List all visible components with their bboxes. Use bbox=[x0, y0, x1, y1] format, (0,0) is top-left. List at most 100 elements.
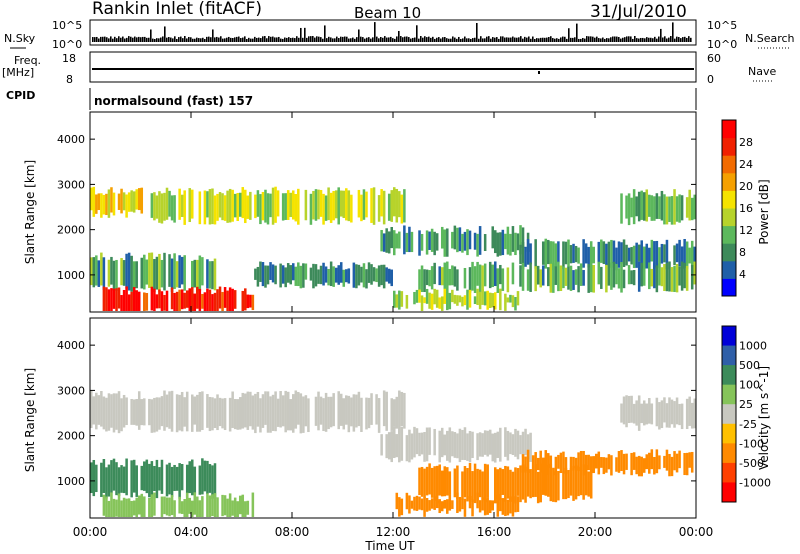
velocity-cell bbox=[297, 391, 300, 425]
noise-bar bbox=[434, 38, 436, 42]
velocity-cell bbox=[514, 496, 517, 513]
power-cell bbox=[453, 294, 457, 304]
noise-bar bbox=[674, 38, 676, 42]
velocity-cell bbox=[456, 492, 459, 514]
power-cell bbox=[524, 246, 527, 267]
power-cell bbox=[443, 229, 447, 257]
power-cell bbox=[362, 263, 366, 288]
power-cell bbox=[463, 295, 467, 306]
velocity-cell bbox=[302, 396, 305, 433]
noise-bar bbox=[216, 36, 218, 42]
velocity-cell bbox=[160, 496, 164, 517]
velocity-cell bbox=[526, 434, 530, 459]
velocity-cell bbox=[448, 494, 452, 511]
x-tick-label: 20:00 bbox=[578, 525, 613, 539]
velocity-cell bbox=[468, 463, 472, 500]
velocity-cell bbox=[463, 466, 467, 498]
noise-bar bbox=[252, 38, 254, 42]
power-cell bbox=[653, 241, 656, 269]
noise-bar bbox=[500, 36, 502, 42]
power-cell bbox=[191, 189, 194, 219]
power-cell bbox=[587, 263, 590, 293]
power-cell bbox=[259, 194, 262, 225]
noise-bar bbox=[468, 38, 470, 42]
velocity-cell bbox=[180, 501, 184, 514]
power-cell bbox=[322, 193, 325, 225]
power-cell bbox=[418, 230, 421, 256]
noise-bar bbox=[182, 38, 184, 42]
noise-bar bbox=[168, 37, 170, 42]
velocity-cell bbox=[259, 398, 262, 433]
colorbar-swatch bbox=[722, 404, 736, 425]
velocity-cell bbox=[393, 399, 396, 427]
velocity-cell bbox=[120, 398, 123, 432]
noise-bar bbox=[478, 38, 480, 42]
power-cell bbox=[433, 262, 436, 285]
velocity-cell bbox=[524, 428, 527, 456]
power-cell bbox=[178, 255, 181, 288]
power-cell bbox=[456, 269, 459, 291]
power-cell bbox=[206, 259, 209, 289]
power-cell bbox=[418, 269, 421, 292]
velocity-cell bbox=[410, 500, 414, 509]
power-cell bbox=[148, 252, 151, 288]
velocity-cell bbox=[97, 395, 101, 425]
velocity-cell bbox=[670, 456, 674, 477]
power-colorbar-tick: 20 bbox=[739, 180, 753, 193]
velocity-cell bbox=[148, 463, 151, 498]
noise-bar bbox=[364, 38, 366, 42]
velocity-cell bbox=[317, 391, 320, 431]
power-cell bbox=[519, 225, 522, 255]
velocity-cell bbox=[246, 500, 250, 515]
noise-bar bbox=[186, 38, 188, 42]
noise-bar bbox=[230, 37, 232, 42]
velocity-cell bbox=[655, 449, 659, 474]
power-cell bbox=[600, 266, 603, 289]
velocity-cell bbox=[415, 495, 419, 511]
power-cell bbox=[244, 189, 247, 224]
power-cell bbox=[102, 257, 106, 290]
velocity-cell bbox=[514, 467, 517, 504]
power-cell bbox=[605, 264, 608, 293]
velocity-cell bbox=[584, 454, 588, 472]
power-cell bbox=[438, 266, 441, 286]
power-cell bbox=[635, 196, 638, 217]
velocity-cell bbox=[332, 393, 335, 427]
velocity-cell bbox=[663, 397, 666, 423]
velocity-cell bbox=[632, 403, 636, 424]
noise-bar bbox=[204, 38, 206, 42]
power-cell bbox=[137, 188, 141, 211]
velocity-cell bbox=[544, 464, 548, 496]
noise-bar bbox=[164, 26, 166, 42]
power-cell bbox=[380, 189, 383, 217]
noise-bar bbox=[652, 38, 654, 42]
velocity-cell bbox=[446, 499, 449, 514]
velocity-colorbar-tick: 100 bbox=[739, 379, 760, 392]
power-cell bbox=[660, 267, 664, 287]
velocity-cell bbox=[110, 492, 113, 517]
freq-unit: [MHz] bbox=[2, 66, 34, 79]
power-cell bbox=[690, 197, 694, 221]
power-cell bbox=[526, 269, 530, 291]
velocity-cell bbox=[675, 397, 679, 425]
velocity-cell bbox=[468, 430, 472, 463]
power-cell bbox=[496, 232, 500, 257]
power-cell bbox=[160, 259, 164, 288]
velocity-cell bbox=[150, 461, 154, 499]
velocity-cell bbox=[92, 459, 96, 497]
velocity-cell bbox=[458, 428, 462, 463]
power-cell bbox=[289, 192, 292, 218]
velocity-cell bbox=[579, 450, 583, 471]
velocity-cell bbox=[511, 496, 515, 517]
velocity-cell bbox=[191, 500, 194, 517]
power-cell bbox=[519, 244, 522, 265]
power-cell bbox=[173, 195, 176, 223]
velocity-cell bbox=[562, 471, 565, 500]
velocity-cell bbox=[488, 429, 492, 455]
power-cell bbox=[380, 264, 383, 286]
power-cell bbox=[637, 191, 641, 222]
noise-bar bbox=[610, 37, 612, 42]
power-cell bbox=[117, 193, 121, 210]
power-cell bbox=[440, 296, 444, 311]
colorbar-swatch bbox=[722, 345, 736, 366]
